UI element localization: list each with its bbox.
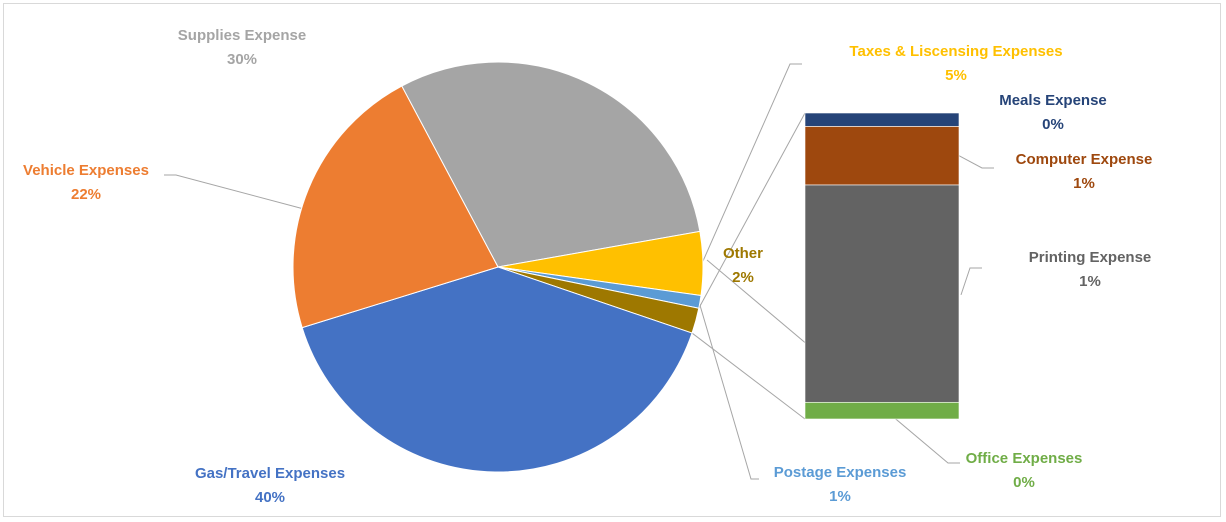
data-label-printing-expense: Printing Expense 1% <box>1029 249 1152 290</box>
leader-line-printing-expense <box>960 267 982 296</box>
leader-line-vehicle-expenses <box>164 174 319 214</box>
leader-line-office-expenses <box>706 259 960 464</box>
bar-segment-printing-expense <box>804 184 960 403</box>
data-label-supplies-expense: Supplies Expense 30% <box>178 27 306 68</box>
leader-line-taxes-liscensing-expenses <box>701 63 802 264</box>
leader-line-postage-expenses <box>698 301 759 480</box>
leader-line-computer-expense <box>958 155 994 169</box>
bar-segment-computer-expense <box>804 126 960 186</box>
data-label-taxes-liscensing-expenses: Taxes & Liscensing Expenses 5% <box>849 43 1062 84</box>
connector-line-top <box>698 112 806 309</box>
data-label-gas-travel-expenses: Gas/Travel Expenses 40% <box>195 465 345 506</box>
pie-slice-vehicle-expenses <box>292 85 499 329</box>
bar-of-pie-chart: Supplies Expense 30% Vehicle Expenses 22% Ga… <box>23 27 1153 506</box>
pie-slice-supplies-expense <box>401 61 701 268</box>
bar-segment-meals-expense <box>804 112 960 127</box>
data-label-postage-expenses: Postage Expenses 1% <box>774 464 907 505</box>
data-label-other: Other 2% <box>723 245 763 286</box>
bar-segment-office-expenses <box>804 401 960 420</box>
data-label-vehicle-expenses: Vehicle Expenses 22% <box>23 162 149 203</box>
connector-line-bottom <box>691 332 806 420</box>
data-label-office-expenses: Office Expenses 0% <box>966 450 1083 491</box>
data-label-meals-expense: Meals Expense 0% <box>999 92 1107 133</box>
pie-slice-gas-travel-expenses <box>301 266 693 473</box>
chart-frame: Supplies Expense 30% Vehicle Expenses 22% Ga… <box>3 3 1221 517</box>
data-label-computer-expense: Computer Expense 1% <box>1016 151 1153 192</box>
